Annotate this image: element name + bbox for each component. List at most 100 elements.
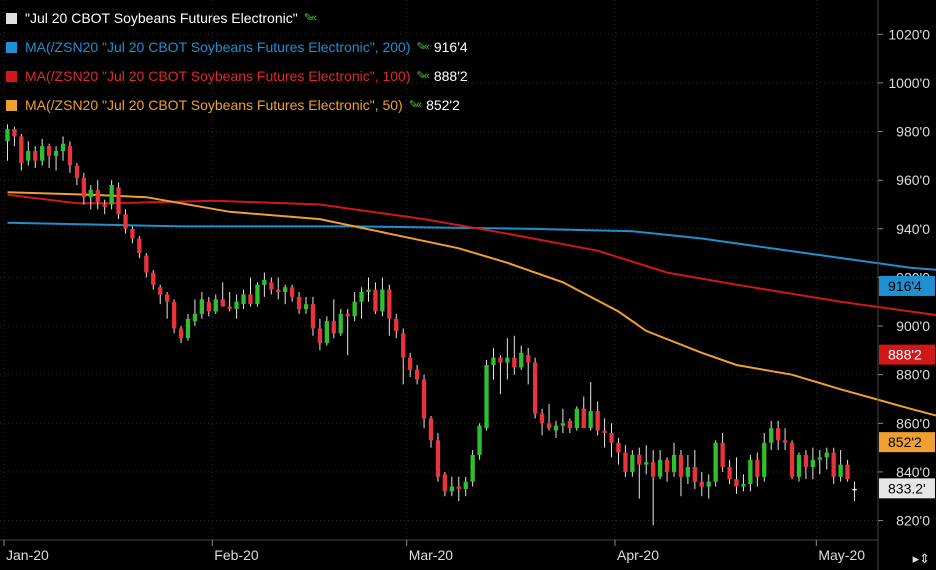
candle-body <box>560 423 566 426</box>
candle-body <box>331 321 336 334</box>
edit-study-icon[interactable]: ✎« <box>408 99 422 111</box>
expand-icon[interactable]: ▸⇕ <box>912 551 930 566</box>
candle-body <box>165 294 170 302</box>
candle-body <box>40 146 45 161</box>
candle-body <box>130 228 135 239</box>
candle-body <box>692 467 697 482</box>
candle-body <box>12 129 17 137</box>
moving-average-lines <box>7 191 936 417</box>
candle-body <box>595 411 600 431</box>
candle-body <box>623 452 628 472</box>
candle-body <box>658 459 663 477</box>
candle-body <box>366 289 371 292</box>
candle-body <box>387 289 392 319</box>
candle-body <box>505 357 510 363</box>
candle-body <box>581 408 586 429</box>
candle-body <box>109 185 114 205</box>
candlesticks <box>5 124 857 526</box>
y-tick-label: 820'0 <box>896 513 930 529</box>
candle-body <box>484 365 489 429</box>
edit-study-icon[interactable]: ✎« <box>303 12 317 24</box>
edit-study-icon[interactable]: ✎« <box>416 70 430 82</box>
candle-body <box>310 304 316 329</box>
y-tick-label: 860'0 <box>896 415 930 431</box>
candle-body <box>248 294 253 305</box>
candle-body <box>428 418 434 441</box>
candle-body <box>206 301 211 312</box>
candle-body <box>290 287 295 297</box>
candle-body <box>102 204 107 207</box>
legend-row-ma100[interactable]: MA(/ZSN20 "Jul 20 CBOT Soybeans Futures … <box>6 62 468 91</box>
ma-line <box>7 193 936 317</box>
legend-row-price[interactable]: "Jul 20 CBOT Soybeans Futures Electronic… <box>6 4 468 33</box>
legend-swatch <box>6 42 17 53</box>
candle-body <box>796 454 802 477</box>
candle-body <box>533 362 538 414</box>
candle-body <box>727 467 732 480</box>
legend-value: 916'4 <box>433 39 468 55</box>
candle-body <box>463 481 468 489</box>
candle-body <box>241 294 246 305</box>
candle-body <box>303 304 309 310</box>
candle-body <box>401 333 406 358</box>
y-tick-label: 940'0 <box>896 221 930 237</box>
candle-body <box>741 484 746 487</box>
legend-swatch <box>6 100 17 111</box>
legend-value: 888'2 <box>433 68 468 84</box>
candle-body <box>762 442 767 477</box>
candle-body <box>262 279 267 285</box>
candle-body <box>838 464 843 477</box>
chart-legend: "Jul 20 CBOT Soybeans Futures Electronic… <box>6 4 468 120</box>
candle-body <box>352 301 357 317</box>
legend-label: "Jul 20 CBOT Soybeans Futures Electronic… <box>25 10 298 26</box>
candle-body <box>324 321 329 344</box>
candle-body <box>602 430 607 433</box>
candle-body <box>26 151 31 161</box>
candle-body <box>116 187 121 215</box>
candle-body <box>144 255 149 273</box>
candle-body <box>345 313 350 317</box>
candle-body <box>421 379 427 419</box>
legend-label: MA(/ZSN20 "Jul 20 CBOT Soybeans Futures … <box>25 97 403 113</box>
candle-body <box>526 355 531 363</box>
candle-body <box>74 165 80 178</box>
candle-body <box>435 440 441 477</box>
candle-body <box>296 296 302 310</box>
candle-body <box>470 454 475 482</box>
x-tick-label: Feb-20 <box>214 547 259 563</box>
y-tick-label: 980'0 <box>896 124 930 140</box>
candle-body <box>713 442 718 482</box>
price-badge <box>879 275 935 296</box>
legend-value: 852'2 <box>426 97 460 113</box>
candle-body <box>137 238 142 254</box>
candle-body <box>220 299 225 307</box>
candle-body <box>671 454 677 472</box>
candle-body <box>60 143 66 151</box>
time-axis[interactable]: Jan-20 Feb-20 Mar-20 Apr-20 May-20 <box>0 539 878 563</box>
candle-body <box>678 454 684 477</box>
y-tick-label: 1020'0 <box>888 26 930 42</box>
candle-body <box>769 428 774 443</box>
candle-body <box>199 299 204 314</box>
ma-line <box>7 191 936 417</box>
edit-study-icon[interactable]: ✎« <box>416 41 430 53</box>
candle-body <box>699 481 704 487</box>
candle-body <box>338 313 343 334</box>
candle-body <box>67 146 73 166</box>
y-tick-label: 1000'0 <box>888 75 930 91</box>
legend-row-ma50[interactable]: MA(/ZSN20 "Jul 20 CBOT Soybeans Futures … <box>6 91 468 120</box>
legend-row-ma200[interactable]: MA(/ZSN20 "Jul 20 CBOT Soybeans Futures … <box>6 33 468 62</box>
candle-body <box>185 318 191 339</box>
x-tick-label: Mar-20 <box>409 547 454 563</box>
candle-body <box>373 289 378 312</box>
candle-body <box>269 282 274 290</box>
candle-body <box>831 452 836 477</box>
candle-body <box>283 287 288 293</box>
x-tick-label: Jan-20 <box>6 547 49 563</box>
candle-body <box>498 357 503 363</box>
candle-body <box>415 369 420 380</box>
y-tick-label: 880'0 <box>896 367 930 383</box>
candle-body <box>213 299 218 312</box>
price-axis[interactable]: 820'0840'0860'0880'0900'0920'0940'0960'0… <box>877 0 930 570</box>
